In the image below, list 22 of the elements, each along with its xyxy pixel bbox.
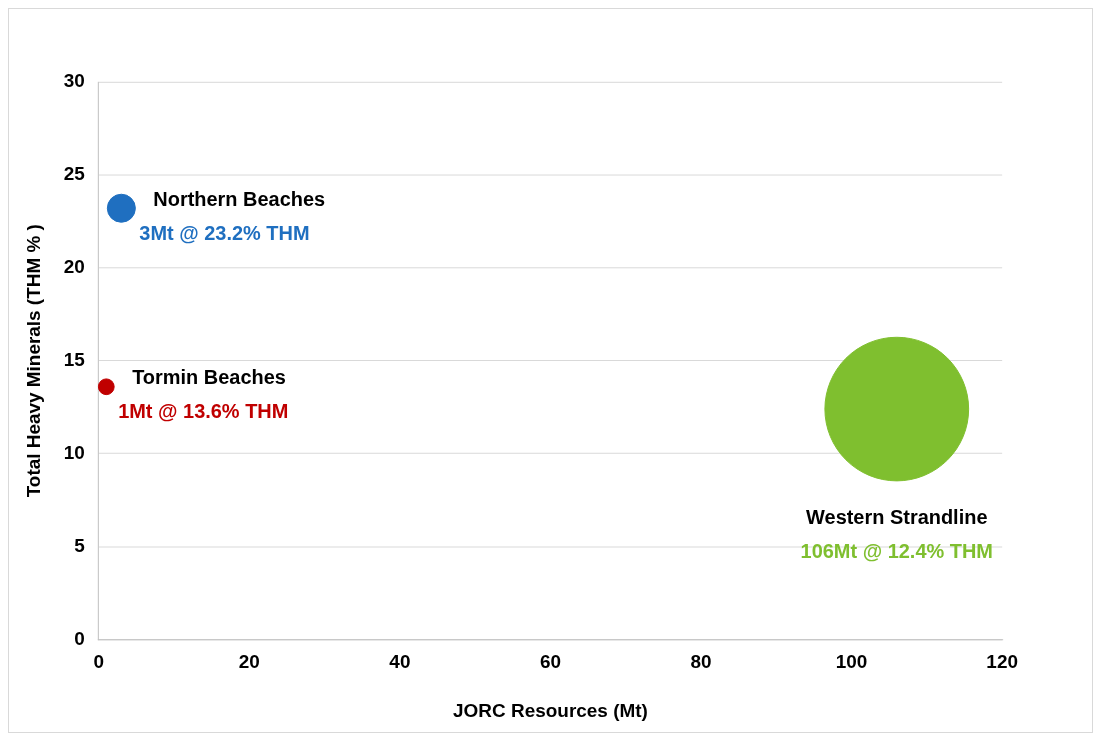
y-tick-label: 0: [74, 627, 85, 649]
data-label: 1Mt @ 13.6% THM: [118, 400, 289, 423]
y-tick-label: 10: [63, 441, 85, 463]
x-tick-label: 0: [93, 651, 105, 673]
y-tick-label: 20: [63, 255, 85, 277]
y-tick-label: 5: [74, 534, 85, 556]
x-tick-label: 100: [835, 651, 868, 673]
x-tick-label: 120: [986, 651, 1018, 673]
y-tick-label: 25: [63, 163, 85, 184]
x-tick-label: 20: [238, 651, 260, 673]
data-label: 3Mt @ 23.2% THM: [139, 221, 310, 244]
y-tick-label: 15: [63, 348, 85, 370]
data-label: 106Mt @ 12.4% THM: [800, 540, 993, 563]
x-axis-title: JORC Resources (Mt): [453, 699, 648, 721]
series-label: Northern Beaches: [153, 187, 326, 210]
series-label: Tormin Beaches: [132, 366, 286, 389]
y-axis-title: Total Heavy Minerals (THM % ): [22, 224, 44, 498]
x-tick-label: 60: [539, 651, 562, 673]
y-tick-label: 30: [63, 70, 85, 92]
x-tick-label: 80: [690, 651, 712, 673]
series-label: Western Strandline: [806, 506, 988, 529]
x-tick-label: 40: [389, 651, 411, 673]
